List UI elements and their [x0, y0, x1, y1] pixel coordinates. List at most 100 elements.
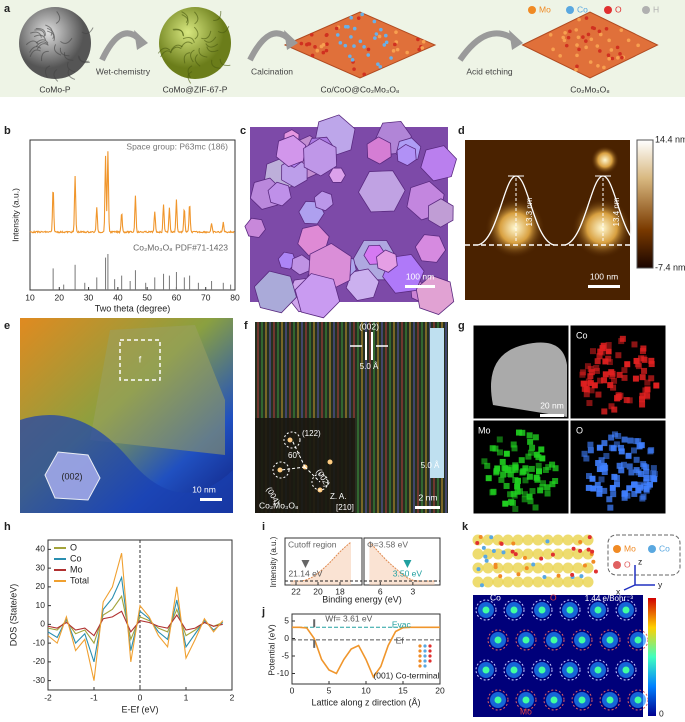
label: Co: [577, 4, 588, 14]
eds-pixel: [514, 483, 521, 490]
fft-circle: [283, 431, 301, 449]
eds-pixel: [588, 369, 595, 376]
eds-pixel: [643, 479, 650, 486]
petal: [60, 37, 73, 44]
slab-atom: [428, 649, 432, 653]
arrow-head: [134, 30, 148, 50]
eds-pixel: [521, 496, 528, 503]
label: 40: [113, 292, 123, 302]
density-core: [566, 606, 574, 614]
atom: [571, 546, 576, 551]
particle: [294, 273, 341, 319]
eds-pixel: [589, 475, 596, 482]
label: (001) Co-terminal: [373, 670, 439, 680]
eds-pixel: [631, 341, 638, 348]
atom: [377, 34, 382, 39]
density-lobe: [502, 562, 514, 574]
eds-pixel: [616, 462, 623, 469]
eds-pixel: [539, 455, 546, 462]
atom: [568, 29, 572, 34]
label: 20 nm: [540, 400, 564, 410]
density-core: [622, 666, 630, 674]
density-core: [494, 636, 502, 644]
eds-pixel: [601, 408, 608, 415]
eds-pixel: [544, 484, 551, 491]
site-ring: [515, 629, 537, 651]
eds-pixel: [598, 457, 605, 464]
petal: [194, 11, 199, 25]
eds-pixel: [485, 475, 492, 482]
atom: [564, 43, 569, 48]
particle: [376, 249, 398, 273]
atom: [366, 53, 371, 57]
label: Co₂Mo₃O₈: [570, 84, 610, 94]
dos-line: [47, 610, 223, 637]
atom: [513, 552, 518, 557]
site-ring: [503, 599, 525, 621]
label: 0: [284, 633, 289, 643]
fft-spot: [287, 437, 293, 443]
label: Wf= 3.61 eV: [325, 613, 372, 623]
density-core: [494, 696, 502, 704]
atom: [589, 37, 594, 42]
petal: [170, 44, 183, 51]
site-ring: [615, 599, 637, 621]
density-lobe: [502, 576, 514, 588]
density-core: [522, 636, 530, 644]
eds-pixel: [598, 476, 605, 483]
eds-pixel: [606, 496, 613, 503]
label: Intensity (a.u.): [269, 536, 278, 587]
eds-pixel: [494, 465, 501, 472]
density-lobe: [562, 562, 574, 574]
petal: [187, 65, 193, 78]
eds-pixel: [515, 429, 522, 436]
eds-pixel: [643, 475, 650, 482]
eds-pixel: [496, 449, 503, 456]
density-lobe: [512, 576, 524, 588]
eds-pixel: [639, 392, 646, 399]
label: Two theta (degree): [95, 303, 171, 313]
label: 20: [55, 292, 65, 302]
atom: [324, 33, 329, 38]
atom: [579, 574, 584, 579]
atom: [379, 27, 383, 32]
label: 10: [361, 685, 371, 695]
eds-pixel: [624, 492, 631, 499]
eds-pixel: [611, 377, 618, 384]
panel-letter: j: [261, 606, 265, 618]
eds-pixel: [648, 361, 655, 368]
density-core: [634, 696, 642, 704]
eds-pixel: [621, 374, 628, 381]
density-lobe: [512, 562, 524, 574]
particle: [303, 138, 338, 177]
eds-pixel: [510, 441, 517, 448]
atom: [356, 16, 361, 20]
eds-pixel: [601, 469, 608, 476]
atom: [596, 63, 600, 68]
process-arrow: [457, 30, 517, 62]
eds-pixel: [549, 461, 556, 468]
atom: [383, 33, 388, 38]
eds-pixel: [481, 458, 488, 465]
atom: [498, 574, 503, 579]
atom: [590, 549, 595, 554]
eds-pixel: [498, 476, 505, 483]
eds-pixel: [521, 491, 528, 498]
petal: [35, 39, 49, 44]
label: (002): [359, 321, 379, 331]
petal: [44, 65, 51, 78]
eds-pixel: [583, 391, 590, 398]
label: Space group: P63mc (186): [126, 141, 228, 151]
axis-arrows: [623, 565, 655, 591]
afm-particle: [591, 146, 619, 174]
label: CoMo@ZIF-67-P: [163, 84, 228, 94]
atom: [636, 43, 640, 48]
dos-line: [47, 552, 224, 681]
atom: [376, 62, 380, 66]
eds-pixel: [644, 392, 651, 399]
atom: [563, 30, 567, 35]
eds-pixel: [587, 373, 594, 380]
fft-circle: [311, 473, 329, 491]
scale-bar: [540, 414, 564, 417]
eds-pixel: [502, 500, 509, 507]
